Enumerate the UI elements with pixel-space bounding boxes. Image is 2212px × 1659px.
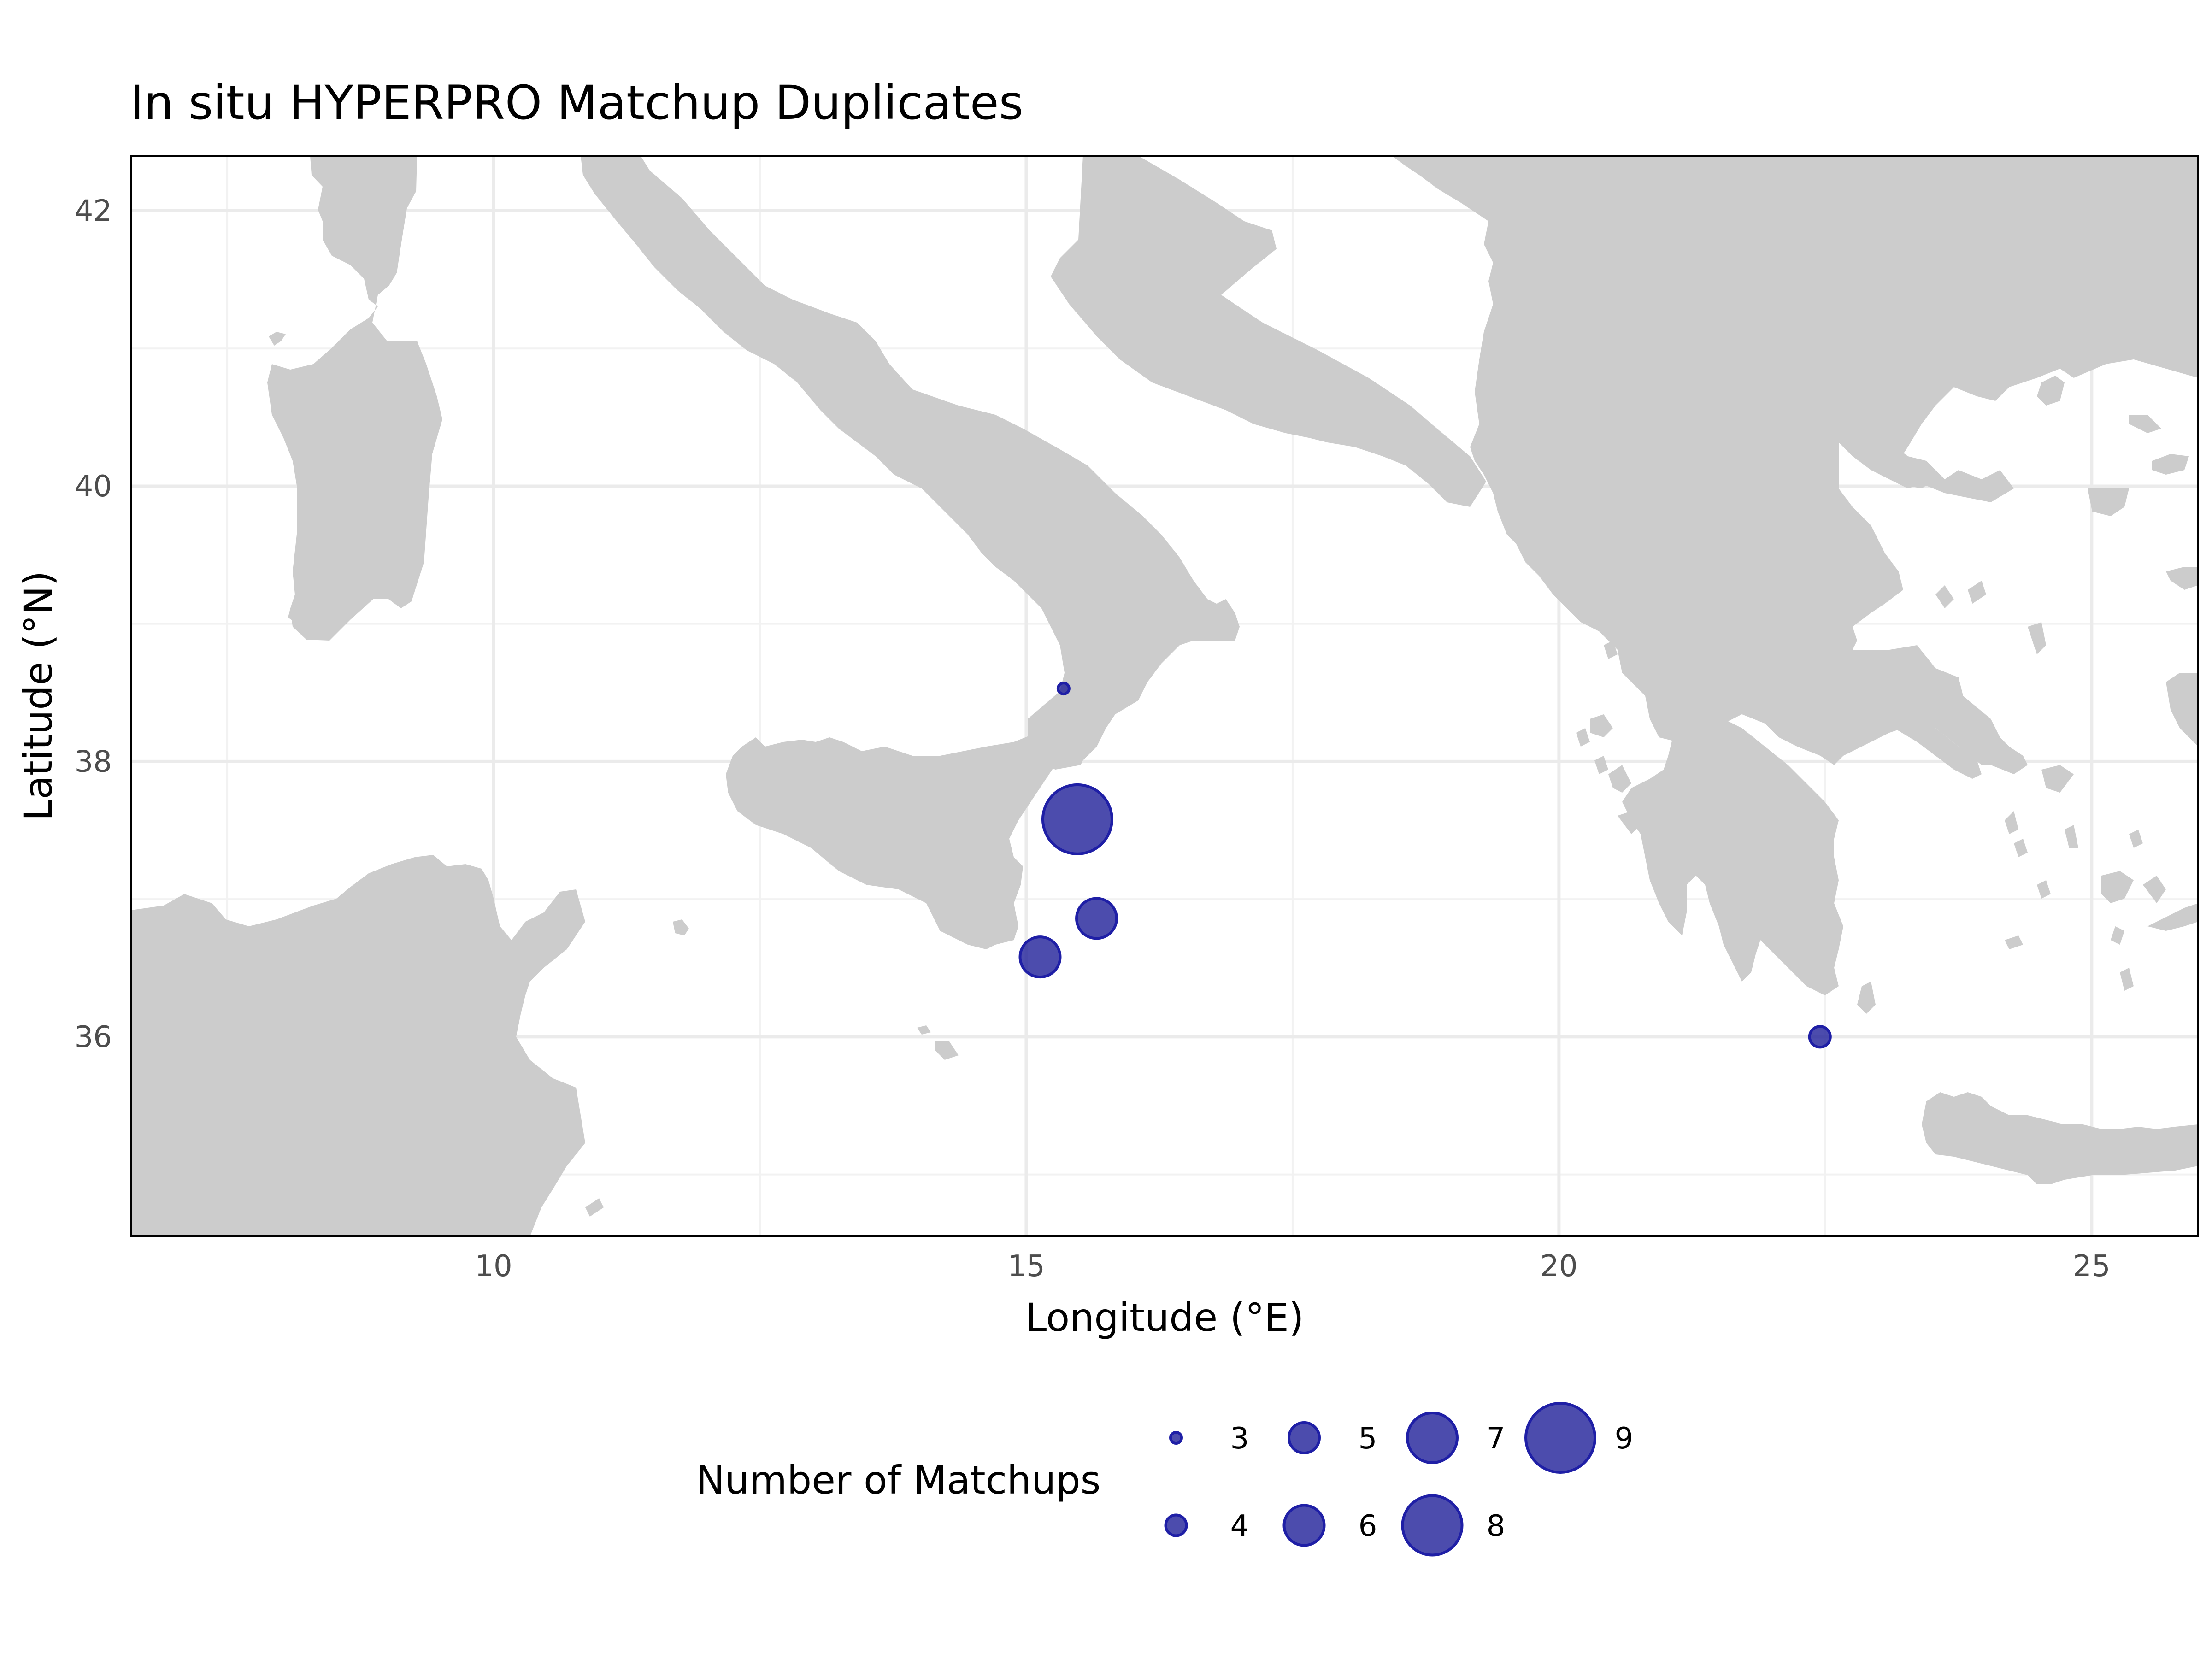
y-tick-label: 42 (75, 194, 112, 228)
legend-key-circle (1288, 1421, 1321, 1454)
matchup-point (1056, 682, 1071, 696)
legend-key-label: 6 (1359, 1509, 1377, 1543)
legend-title: Number of Matchups (696, 1458, 1100, 1503)
matchup-point (1808, 1025, 1832, 1049)
land-masses (131, 156, 2198, 1236)
legend-key-circle (1524, 1402, 1596, 1474)
legend-key-circle (1169, 1431, 1183, 1445)
land-sicily (726, 728, 1074, 949)
legend-key-circle (1406, 1412, 1459, 1464)
legend-key-label: 3 (1230, 1422, 1249, 1456)
land-crete (1922, 1092, 2198, 1184)
legend-key-circle (1401, 1494, 1464, 1557)
y-tick-label: 40 (75, 470, 112, 504)
land-peloponnese (1622, 710, 1843, 995)
x-axis-tick-labels: 10 15 20 25 (475, 1249, 2110, 1283)
x-tick-label: 20 (1540, 1249, 1577, 1283)
matchup-point (1018, 935, 1062, 979)
matchup-point (1075, 897, 1118, 940)
x-tick-label: 10 (475, 1249, 512, 1283)
land-evia (1862, 677, 1982, 779)
legend-key-label: 5 (1359, 1422, 1377, 1456)
land-greece-balkans (1392, 156, 2198, 774)
land-italy-heel (1051, 156, 1486, 507)
y-axis-title: Latitude (°N) (16, 571, 61, 821)
legend-key-circle (1164, 1513, 1188, 1537)
legend-key-circle (1282, 1504, 1326, 1547)
y-tick-label: 38 (75, 745, 112, 779)
size-legend: Number of Matchups 3 4 5 6 7 8 9 (696, 1402, 1634, 1557)
x-axis-title: Longitude (°E) (1025, 1295, 1304, 1340)
land-italy-mainland (581, 156, 1240, 770)
land-chalkidiki (1843, 410, 1936, 488)
panel-border (130, 155, 2199, 1237)
y-tick-label: 36 (75, 1020, 112, 1054)
land-tunisia (131, 855, 585, 1236)
legend-key-label: 7 (1487, 1422, 1506, 1456)
y-axis-tick-labels: 36 38 40 42 (75, 194, 112, 1054)
legend-keys: 3 4 5 6 7 8 9 (1164, 1402, 1634, 1557)
legend-key-label: 4 (1230, 1509, 1249, 1543)
legend-key-label: 9 (1615, 1422, 1634, 1456)
legend-key-label: 8 (1487, 1509, 1506, 1543)
matchup-point (1041, 783, 1113, 855)
x-tick-label: 15 (1007, 1249, 1045, 1283)
major-gridlines (131, 156, 2198, 1236)
land-sardinia-corsica (267, 156, 442, 641)
plot-panel (130, 155, 2199, 1237)
x-tick-label: 25 (2073, 1249, 2110, 1283)
chart-title: In situ HYPERPRO Matchup Duplicates (130, 76, 1024, 130)
matchup-points (1018, 682, 1832, 1049)
